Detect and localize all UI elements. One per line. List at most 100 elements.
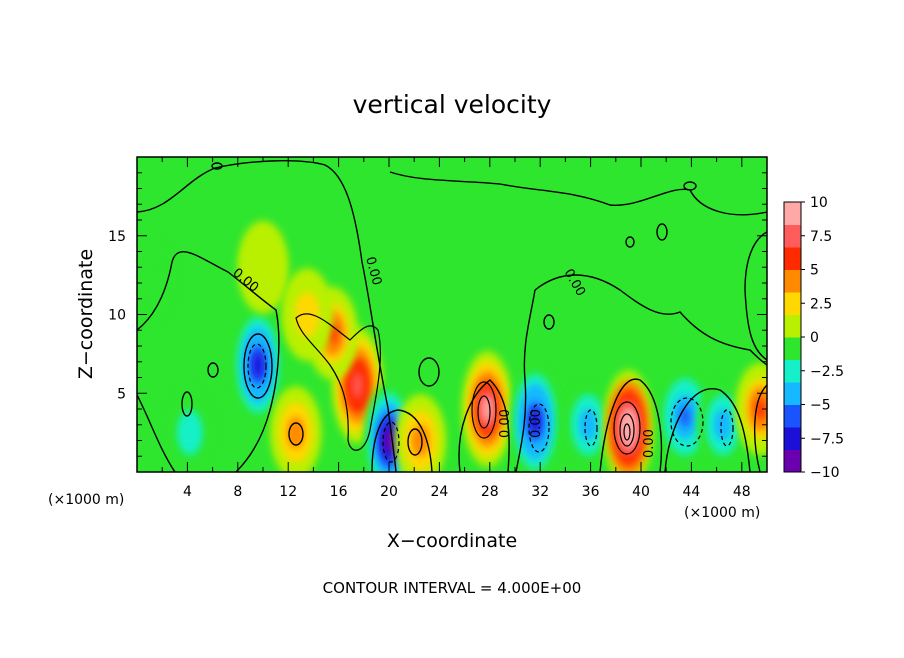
contour-line (471, 381, 497, 439)
colorbar-swatch (784, 404, 801, 428)
contour-label: 0.00 (498, 409, 513, 438)
contour-line (137, 160, 397, 472)
contour-label: 0.00 (642, 429, 657, 458)
colorbar-swatch (784, 224, 801, 248)
x-unit-label: (×1000 m) (48, 492, 124, 508)
contour-line (515, 289, 536, 472)
field-blob (680, 406, 691, 428)
z-unit-label: (×1000 m) (684, 505, 760, 521)
x-tick-label: 44 (682, 484, 700, 500)
field-blob (415, 430, 426, 451)
colorbar-tick-label: 10 (810, 195, 828, 211)
colorbar-tick-label: −2.5 (810, 364, 844, 380)
field-blob (755, 398, 766, 420)
contour-line (137, 251, 280, 472)
contour-line (720, 409, 734, 447)
x-tick-label: 4 (183, 484, 192, 500)
contour-line (407, 428, 423, 456)
colorbar-swatch (784, 359, 801, 383)
contour-line (584, 409, 598, 447)
contour-label: 0.00 (362, 255, 384, 287)
contour-line (543, 314, 555, 330)
contour-line (389, 171, 767, 216)
contour-line (599, 378, 663, 472)
colorbar-tick-label: 7.5 (810, 229, 832, 245)
field-blob (623, 414, 634, 441)
colorbar-swatch (784, 449, 801, 473)
contour-interval-note: CONTOUR INTERVAL = 4.000E+00 (323, 579, 582, 597)
x-tick-label: 28 (481, 484, 499, 500)
field-blob (352, 372, 363, 399)
x-tick-label: 40 (632, 484, 650, 500)
axis-ticks (137, 157, 767, 472)
contour-line (137, 394, 176, 472)
contour-line (664, 388, 751, 472)
field-blob (144, 272, 155, 294)
contour-line (295, 313, 381, 451)
colorbar-tick-label: −5 (810, 398, 831, 414)
colorbar (783, 201, 805, 473)
contour-line (619, 413, 635, 447)
contour-line (744, 231, 767, 361)
x-tick-label: 48 (733, 484, 751, 500)
colorbar-labels: 10 7.5 5 2.5 0 −2.5 −5 −7.5 −10 (810, 195, 844, 481)
field-blob (253, 351, 263, 378)
field-blob (258, 256, 268, 278)
colorbar-swatch (784, 314, 801, 338)
y-tick-labels: 5 10 15 (108, 229, 126, 403)
x-tick-label: 8 (233, 484, 242, 500)
y-tick-label: 15 (108, 229, 126, 245)
contour-line (753, 384, 767, 472)
colorbar-tick-label: 0 (810, 330, 819, 346)
contour-line (623, 423, 631, 441)
x-tick-label: 32 (531, 484, 549, 500)
contour-line (683, 181, 697, 191)
x-axis-label: X−coordinate (387, 530, 517, 552)
contour-line (418, 357, 440, 387)
contour-line (477, 395, 491, 429)
x-tick-label: 16 (330, 484, 348, 500)
contour-line (656, 223, 668, 241)
colorbar-tick-label: −10 (810, 465, 840, 481)
y-axis-label: Z−coordinate (75, 249, 97, 379)
colorbar-swatch (784, 247, 801, 270)
field-blob (184, 422, 195, 444)
zero-contours (137, 160, 767, 472)
colorbar-tick-label: −7.5 (810, 431, 844, 447)
contour-line (625, 236, 635, 248)
colorbar-swatch (784, 382, 801, 405)
contour-line (371, 409, 433, 472)
colorbar-tick-label: 2.5 (810, 296, 832, 312)
colorbar-swatch (784, 269, 801, 293)
contour-line (382, 421, 400, 463)
x-tick-label: 12 (279, 484, 297, 500)
contour-line (670, 397, 704, 447)
contour-label: 0.00 (529, 409, 544, 438)
x-tick-label: 36 (582, 484, 600, 500)
field-blob (302, 304, 313, 325)
extrema-contours (247, 313, 734, 463)
y-tick-label: 10 (108, 308, 126, 324)
y-tick-label: 5 (117, 386, 126, 402)
colorbar-swatch (784, 337, 801, 360)
colorbar-swatch (784, 427, 801, 450)
contour-line (534, 274, 767, 366)
contour-line (247, 343, 267, 389)
x-tick-label: 24 (430, 484, 448, 500)
contour-line (528, 403, 550, 453)
contour-line (243, 333, 273, 399)
contour-line (288, 422, 304, 446)
contour-line (207, 362, 219, 378)
contour-line (211, 162, 223, 170)
field-blob (530, 408, 541, 435)
contour-line (613, 401, 641, 455)
chart-title: vertical velocity (353, 90, 552, 119)
field-blob (290, 422, 301, 444)
colorbar-swatch (784, 202, 801, 225)
x-tick-label: 20 (380, 484, 398, 500)
colorbar-swatch (784, 292, 801, 315)
contour-line (181, 391, 193, 417)
contour-line (458, 379, 510, 472)
